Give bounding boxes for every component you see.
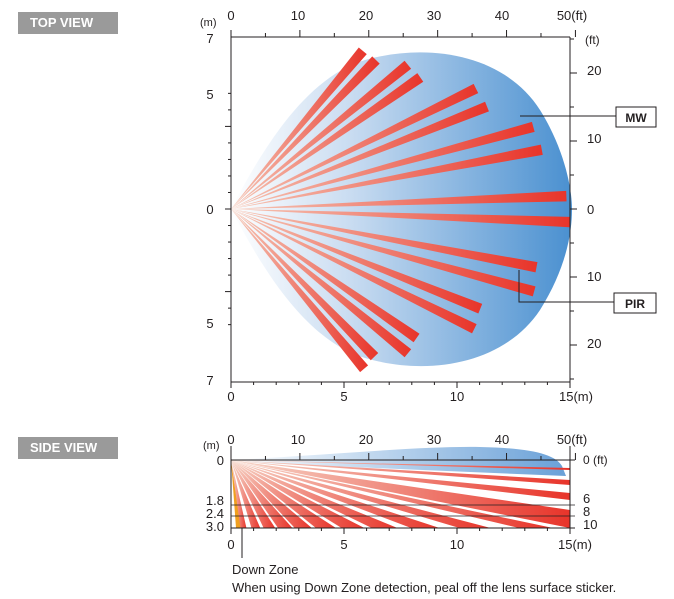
top-y-m-tick: 7 [206, 31, 213, 46]
pir-beams [231, 47, 570, 373]
side-pir-beam [231, 460, 554, 528]
top-x-m-tick: 0 [227, 389, 234, 404]
top-y-m-tick: 5 [206, 87, 213, 102]
side-pir-beam [231, 460, 247, 528]
top-x-ft-tick: 10 [291, 8, 305, 23]
side-view-label: SIDE VIEW [18, 437, 118, 459]
side-mw-zone [231, 446, 566, 476]
side-pir-beam [231, 460, 293, 528]
side-x-m-tick: 5 [340, 537, 347, 552]
side-x-ft-tick: 10 [291, 432, 305, 447]
top-y-ft-tick: 0 [587, 202, 594, 217]
side-x-ft-tick: 20 [359, 432, 373, 447]
pir-beam [231, 209, 483, 314]
top-axis-ticks [225, 30, 577, 388]
top-x-ft-tick: 40 [495, 8, 509, 23]
mw-callout-box [615, 106, 657, 128]
pir-beam [231, 209, 369, 373]
pir-beam [231, 190, 567, 209]
top-y-ft-unit: (ft) [585, 33, 600, 47]
top-y-m-tick: 5 [206, 316, 213, 331]
pir-beam [231, 83, 479, 209]
side-y-ft-tick: 6 [583, 491, 590, 506]
pir-beam [231, 101, 489, 209]
side-pir-beam [231, 460, 336, 528]
side-y-ft-tick: 0 (ft) [583, 453, 608, 467]
side-x-m-tick: 0 [227, 537, 234, 552]
side-y-m-tick: 1.8 [206, 493, 224, 508]
side-pir-beam [231, 460, 570, 485]
top-y-ft-tick: 10 [587, 269, 601, 284]
top-x-m-tick: 5 [340, 389, 347, 404]
top-x-unit-m: (m) [200, 17, 217, 29]
side-x-ft-tick: 30 [427, 432, 441, 447]
side-x-ft-tick: 50(ft) [557, 432, 587, 447]
pir-beam [231, 73, 424, 210]
top-x-ft-tick: 50(ft) [557, 8, 587, 23]
side-axis-ticks [230, 453, 576, 534]
mw-callout-label: MW [625, 111, 647, 125]
side-x-m-tick: 10 [450, 537, 464, 552]
side-view-chart: (m) 0 10 20 30 40 50(ft) 0 5 10 15(m) 0 … [203, 432, 608, 558]
side-y-ft-tick: 10 [583, 517, 597, 532]
pir-callout-label: PIR [625, 297, 645, 311]
side-pir-beam [231, 460, 570, 500]
pir-beam [231, 209, 538, 273]
pir-beam [231, 121, 535, 209]
side-y-m-tick: 2.4 [206, 506, 224, 521]
side-x-ft-tick: 40 [495, 432, 509, 447]
side-pir-beam [231, 460, 491, 528]
top-y-ft-tick: 20 [587, 336, 601, 351]
top-x-m-tick: 15(m) [559, 389, 593, 404]
pir-beam [231, 209, 420, 343]
side-pir-beam [231, 460, 570, 528]
side-pir-beam [231, 460, 261, 528]
down-zone-label: Down Zone [232, 562, 299, 577]
pir-beam [231, 209, 379, 361]
pir-beam [231, 47, 367, 209]
side-pir-beam [231, 460, 312, 528]
top-y-m-tick: 0 [206, 202, 213, 217]
top-view-chart: (m) (ft) 0 10 20 30 40 50(ft) 0 5 10 15(… [200, 8, 657, 404]
top-x-ft-tick: 0 [227, 8, 234, 23]
pir-beam [231, 209, 536, 297]
pir-beam [231, 60, 412, 210]
top-y-ft-tick: 10 [587, 131, 601, 146]
pir-beam [231, 56, 380, 209]
side-y-m-tick: 3.0 [206, 519, 224, 534]
pir-callout-box [613, 292, 657, 314]
side-y-m-tick: 0 [217, 453, 224, 468]
side-left-unit: (m) [203, 440, 220, 452]
pir-beam [231, 209, 477, 334]
side-pir-beam [231, 460, 570, 470]
pir-leader-line [518, 270, 614, 303]
pir-beam [231, 209, 412, 358]
top-y-m-tick: 7 [206, 373, 213, 388]
pir-beam [231, 209, 570, 228]
down-zone-note: When using Down Zone detection, peal off… [232, 580, 617, 595]
side-x-ft-tick: 0 [227, 432, 234, 447]
top-view-label: TOP VIEW [18, 12, 118, 34]
side-pir-beam [231, 460, 365, 528]
side-pir-beam [231, 460, 440, 528]
mw-detection-zone [231, 52, 572, 367]
top-x-ft-tick: 30 [427, 8, 441, 23]
side-y-ft-tick: 8 [583, 504, 590, 519]
top-x-ft-tick: 20 [359, 8, 373, 23]
side-x-m-tick: 15(m) [558, 537, 592, 552]
top-y-ft-tick: 20 [587, 63, 601, 78]
side-pir-beams [231, 460, 570, 528]
top-x-m-tick: 10 [450, 389, 464, 404]
pir-beam [231, 144, 543, 209]
side-pir-beam [231, 460, 398, 528]
side-pir-beam [231, 460, 276, 528]
